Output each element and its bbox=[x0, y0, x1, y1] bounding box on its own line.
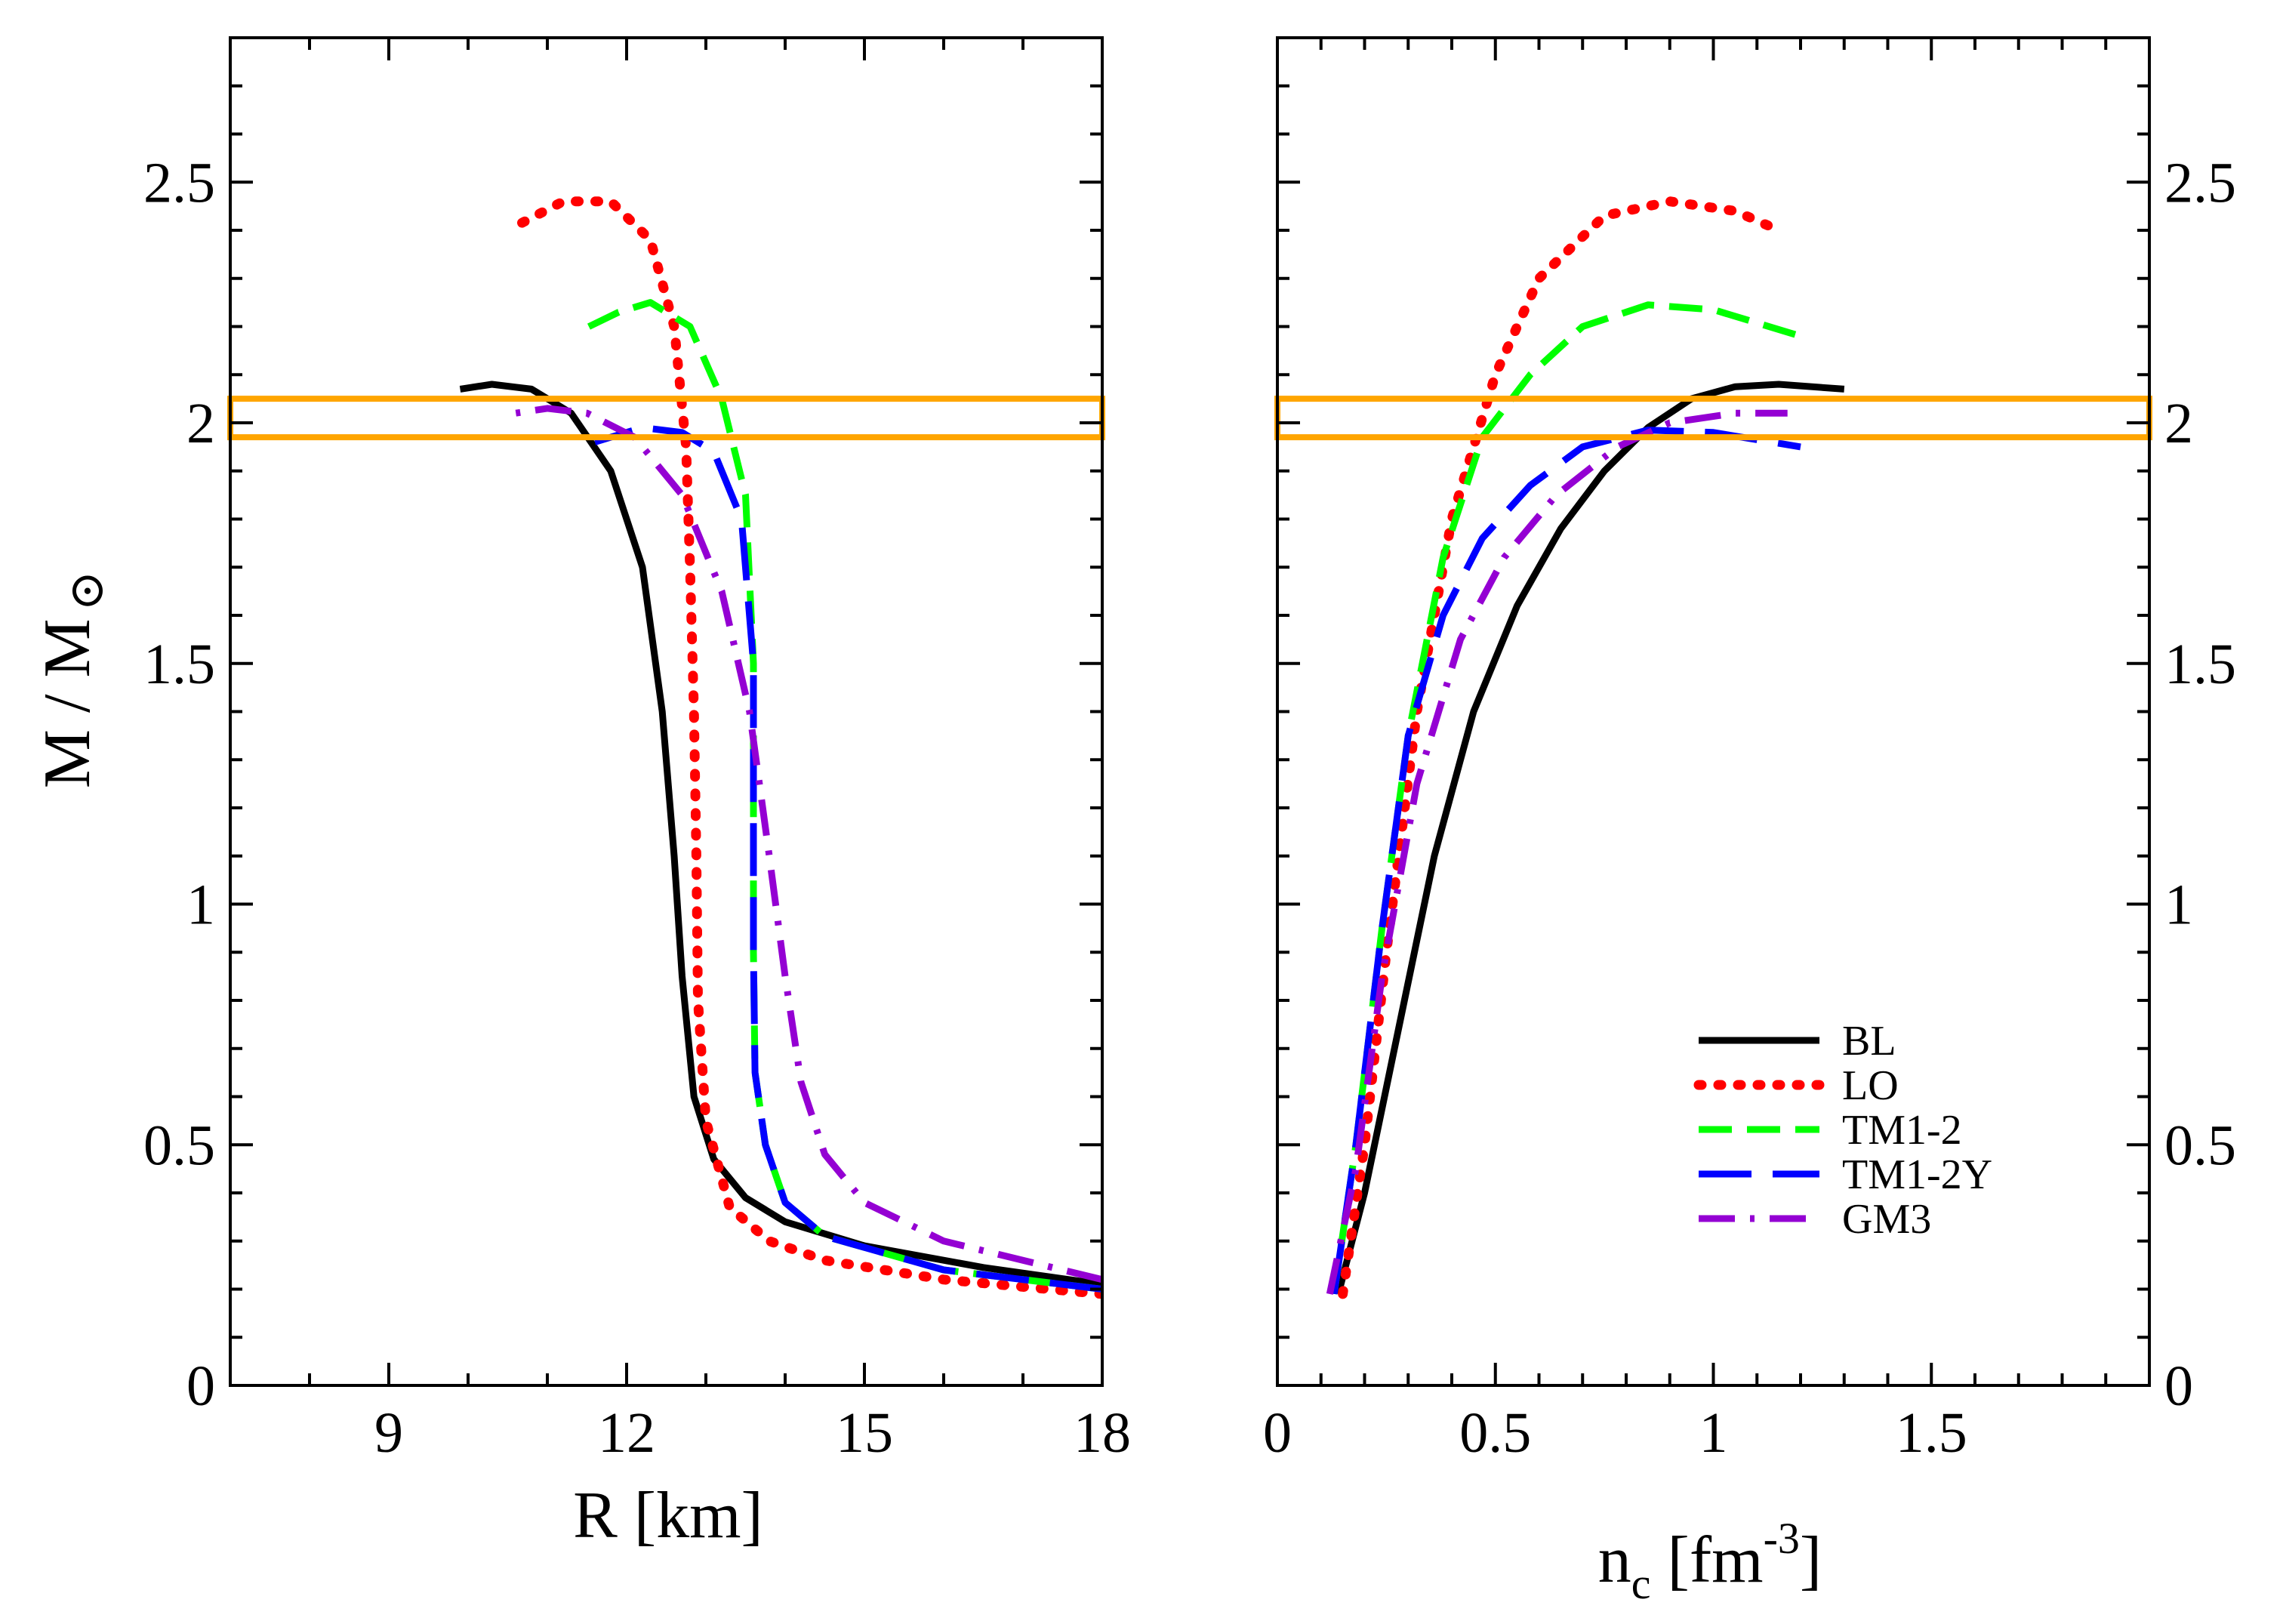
right-x-tick-label: 0.5 bbox=[1459, 1401, 1531, 1465]
sun-symbol-icon: ⊙ bbox=[60, 571, 113, 612]
right-y-tick-label: 2.5 bbox=[2164, 151, 2236, 214]
left-panel-frame bbox=[229, 36, 1104, 1387]
left-x-tick-label: 12 bbox=[598, 1401, 655, 1465]
right-curve-bl bbox=[1335, 381, 1845, 1296]
left-x-tick-label: 9 bbox=[374, 1401, 403, 1465]
left-x-tick-label: 15 bbox=[836, 1401, 893, 1465]
left-y-tick-label: 0 bbox=[186, 1354, 215, 1418]
left-x-axis-label: R [km] bbox=[573, 1479, 763, 1552]
right-curve-gm3 bbox=[1326, 409, 1788, 1295]
right-panel-frame bbox=[1276, 36, 2151, 1387]
left-panel: 0 0.5 1 1.5 2 2.5 9 12 15 18 bbox=[143, 36, 1131, 1465]
left-y-tick-label: 1.5 bbox=[143, 633, 215, 696]
legend-label-tm1-2y: TM1-2Y bbox=[1842, 1151, 1992, 1198]
right-x-tick-label: 0 bbox=[1263, 1401, 1292, 1465]
y-axis-label: M / M ⊙ bbox=[31, 571, 113, 789]
right-curve-tm1-2 bbox=[1330, 301, 1802, 1295]
legend-label-bl: BL bbox=[1842, 1018, 1896, 1065]
left-curve-gm3 bbox=[515, 405, 1102, 1283]
left-curve-lo bbox=[503, 196, 1102, 1299]
legend-label-lo: LO bbox=[1842, 1062, 1899, 1109]
right-curve-lo bbox=[1338, 196, 1784, 1299]
left-curve-tm1-2 bbox=[578, 299, 1102, 1293]
left-y-tick-label: 2 bbox=[186, 392, 215, 455]
left-panel-tick-labels: 0 0.5 1 1.5 2 2.5 9 12 15 18 bbox=[143, 151, 1131, 1465]
left-x-tick-label: 18 bbox=[1074, 1401, 1131, 1465]
right-y-tick-label: 1.5 bbox=[2164, 633, 2236, 696]
legend-label-tm1-2: TM1-2 bbox=[1842, 1107, 1962, 1154]
right-curve-tm1-2y bbox=[1330, 427, 1801, 1295]
left-y-tick-label: 1 bbox=[186, 874, 215, 937]
left-y-tick-label: 2.5 bbox=[143, 151, 215, 214]
right-panel-ticks bbox=[1276, 36, 2151, 1387]
right-panel-tick-labels: 0 0.5 1 1.5 2 2.5 0 0.5 1 1.5 bbox=[1263, 151, 2236, 1465]
left-panel-curves bbox=[459, 196, 1102, 1299]
right-y-tick-label: 1 bbox=[2164, 874, 2193, 937]
left-panel-ticks bbox=[229, 36, 1104, 1387]
y-axis-label-main: M / M bbox=[31, 618, 104, 788]
legend-label-gm3: GM3 bbox=[1842, 1196, 1931, 1243]
left-curve-bl bbox=[459, 381, 1102, 1288]
right-y-tick-label: 0.5 bbox=[2164, 1114, 2236, 1177]
right-y-tick-label: 2 bbox=[2164, 392, 2193, 455]
svg-text:M / M⊙: M / M ⊙ bbox=[31, 571, 113, 789]
left-y-tick-label: 0.5 bbox=[143, 1114, 215, 1177]
right-y-tick-label: 0 bbox=[2164, 1354, 2193, 1418]
right-x-tick-label: 1 bbox=[1699, 1401, 1728, 1465]
right-x-tick-label: 1.5 bbox=[1896, 1401, 1967, 1465]
right-x-axis-label: nc [fm-3] bbox=[1598, 1514, 1822, 1608]
